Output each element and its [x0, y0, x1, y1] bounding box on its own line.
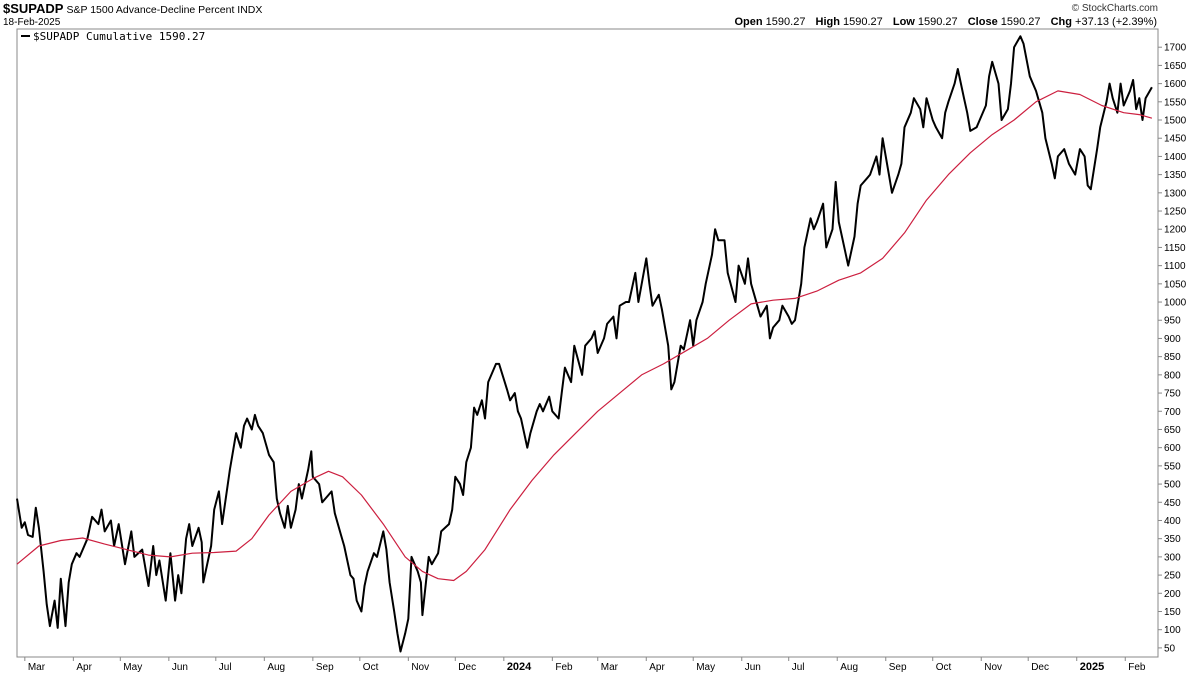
- y-tick-label: 300: [1164, 552, 1181, 563]
- x-tick-label: Aug: [267, 662, 285, 673]
- y-tick-label: 1100: [1164, 261, 1186, 272]
- y-tick-label: 450: [1164, 498, 1181, 509]
- y-tick-label: 850: [1164, 352, 1181, 363]
- y-tick-label: 400: [1164, 516, 1181, 527]
- y-tick-label: 50: [1164, 643, 1176, 654]
- x-axis-months: Mar Apr May Jun Jul Aug Sep Oct Nov Dec 2024 Feb Mar…: [24, 657, 1146, 673]
- series-line-moving-average: [16, 90, 1153, 582]
- chg-label: Chg: [1050, 16, 1072, 28]
- ticker-symbol: $SUPADP: [3, 1, 64, 16]
- low-value: 1590.27: [917, 16, 958, 28]
- y-tick-label: 1300: [1164, 188, 1187, 199]
- brand-watermark[interactable]: © StockCharts.com: [1071, 3, 1158, 14]
- x-tick-label: Oct: [936, 662, 952, 673]
- y-tick-label: 500: [1164, 480, 1181, 491]
- y-tick-label: 1550: [1164, 97, 1187, 108]
- legend: $SUPADP Cumulative 1590.27: [21, 30, 205, 43]
- y-tick-label: 1200: [1164, 225, 1187, 236]
- x-tick-label: 2025: [1080, 661, 1104, 673]
- x-tick-label: Feb: [555, 662, 573, 673]
- x-tick-label: Apr: [649, 662, 665, 673]
- y-tick-label: 1600: [1164, 79, 1187, 90]
- y-tick-label: 550: [1164, 461, 1181, 472]
- y-tick-label: 350: [1164, 534, 1181, 545]
- x-tick-label: Apr: [76, 662, 92, 673]
- x-tick-label: Sep: [316, 662, 334, 673]
- y-tick-label: 900: [1164, 334, 1181, 345]
- plot-frame: [16, 28, 1159, 658]
- x-tick-label: Dec: [1031, 662, 1049, 673]
- ticker-description: S&P 1500 Advance-Decline Percent INDX: [66, 4, 263, 16]
- y-tick-group: 50 100 150 200 250 300 350 400 450 500 550 600 650 70…: [1158, 43, 1187, 654]
- high-label: High: [815, 16, 840, 28]
- y-tick-label: 1700: [1164, 43, 1187, 54]
- high-value: 1590.27: [843, 16, 883, 28]
- x-tick-label: 2024: [507, 661, 532, 673]
- y-tick-label: 1350: [1164, 170, 1187, 181]
- legend-label: $SUPADP Cumulative 1590.27: [33, 30, 205, 43]
- y-tick-label: 800: [1164, 370, 1181, 381]
- x-tick-label: Nov: [411, 662, 429, 673]
- chart-date: 18-Feb-2025: [3, 17, 61, 28]
- x-tick-label: Jun: [745, 662, 761, 673]
- open-value: 1590.27: [765, 16, 806, 28]
- close-label: Close: [967, 16, 998, 28]
- y-tick-label: 150: [1164, 607, 1181, 618]
- y-tick-label: 600: [1164, 443, 1181, 454]
- ticker-title: $SUPADP S&P 1500 Advance-Decline Percent …: [3, 1, 262, 16]
- y-tick-label: 1650: [1164, 61, 1187, 72]
- x-tick-label: Aug: [840, 662, 858, 673]
- chg-value: +37.13 (+2.39%): [1075, 16, 1157, 28]
- x-tick-label: May: [696, 662, 715, 673]
- series-line-cumulative: [16, 35, 1153, 653]
- open-label: Open: [734, 16, 763, 28]
- y-tick-label: 100: [1164, 625, 1181, 636]
- y-tick-label: 950: [1164, 316, 1181, 327]
- y-tick-label: 700: [1164, 407, 1181, 418]
- close-value: 1590.27: [1000, 16, 1041, 28]
- low-label: Low: [892, 16, 915, 28]
- x-tick-label: Jun: [172, 662, 188, 673]
- y-tick-label: 1150: [1164, 243, 1186, 254]
- y-tick-label: 1450: [1164, 134, 1187, 145]
- x-tick-label: Jul: [792, 662, 805, 673]
- x-tick-label: Jul: [219, 662, 232, 673]
- x-tick-label: Feb: [1128, 662, 1146, 673]
- y-tick-label: 200: [1164, 589, 1181, 600]
- x-tick-label: Nov: [984, 662, 1002, 673]
- y-tick-label: 1250: [1164, 207, 1187, 218]
- x-tick-label: May: [123, 662, 142, 673]
- x-tick-label: Oct: [363, 662, 379, 673]
- y-tick-label: 1500: [1164, 116, 1187, 127]
- y-tick-label: 1050: [1164, 279, 1187, 290]
- x-tick-label: Dec: [458, 662, 476, 673]
- y-tick-label: 1000: [1164, 298, 1187, 309]
- x-tick-label: Mar: [28, 662, 46, 673]
- x-tick-label: Sep: [889, 662, 907, 673]
- ohlc-readout: Open 1590.27 High 1590.27 Low 1590.27 Cl…: [734, 16, 1157, 28]
- y-tick-label: 750: [1164, 389, 1181, 400]
- x-tick-label: Mar: [601, 662, 619, 673]
- y-tick-label: 250: [1164, 571, 1181, 582]
- y-tick-label: 1400: [1164, 152, 1187, 163]
- series-group: [16, 35, 1153, 653]
- y-tick-label: 650: [1164, 425, 1181, 436]
